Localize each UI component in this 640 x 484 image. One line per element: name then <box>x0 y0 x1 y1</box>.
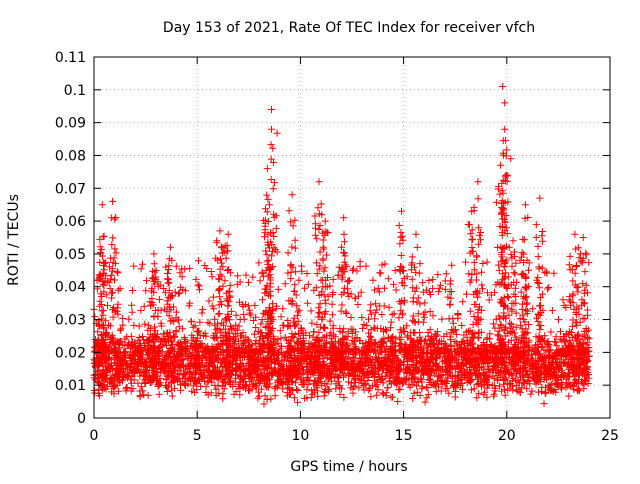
chart-svg: 00.010.020.030.040.050.060.070.080.090.1… <box>0 0 640 480</box>
